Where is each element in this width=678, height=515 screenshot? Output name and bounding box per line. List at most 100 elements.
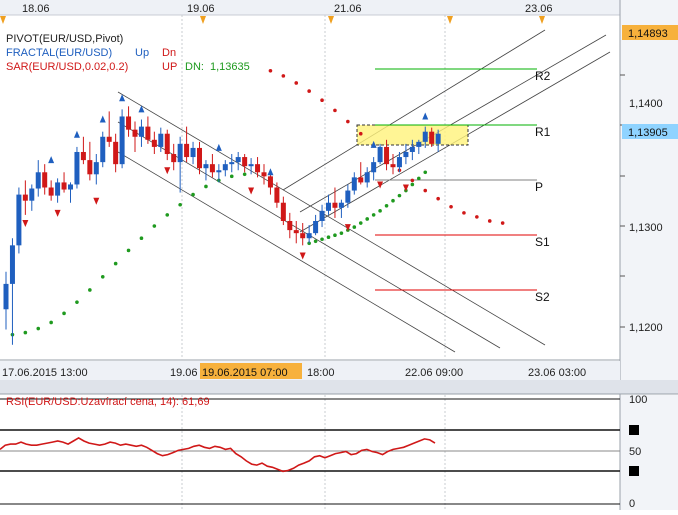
- top-time-axis: 18.06 19.06 21.06 23.06: [0, 3, 553, 24]
- sar-dot: [371, 213, 376, 217]
- candle-body: [338, 202, 344, 208]
- top-axis-label: 19.06: [187, 3, 215, 15]
- fractal-down-icon: [299, 252, 306, 260]
- sar-dot: [268, 69, 273, 73]
- candle-body: [435, 133, 441, 144]
- legend-fractal-up: Up: [135, 47, 149, 59]
- candle-body: [384, 146, 390, 165]
- candle-body: [48, 187, 54, 196]
- sar-dot: [352, 225, 357, 229]
- sar-dot: [152, 224, 157, 228]
- sar-dot: [384, 203, 389, 208]
- legend-sar-dn-label: DN:: [185, 61, 204, 73]
- fractal-up-icon: [215, 143, 222, 151]
- pivot-label: P: [535, 180, 543, 194]
- legend-sar-dn-value: 1,13635: [210, 61, 250, 73]
- price-axis-strip: [620, 0, 678, 380]
- candle-body: [190, 147, 196, 158]
- top-axis-label: 18.06: [22, 3, 50, 15]
- candle-body: [177, 143, 183, 163]
- candle-body: [345, 190, 351, 203]
- sar-dot: [423, 188, 428, 193]
- legend-fractal-dn: Dn: [162, 47, 176, 59]
- candle-body: [216, 170, 222, 173]
- candle-body: [351, 177, 357, 191]
- candle-body: [319, 210, 325, 221]
- sar-dot: [204, 184, 208, 189]
- fractal-up-icon: [48, 156, 55, 164]
- price-tick-label: 1,1300: [629, 222, 663, 234]
- sar-dot: [242, 172, 247, 177]
- bottom-axis-label: 19.06: [170, 367, 198, 379]
- candle-body: [300, 233, 306, 239]
- fractal-down-icon: [344, 224, 351, 232]
- pivot-label: R2: [535, 69, 551, 83]
- candle-body: [68, 184, 73, 190]
- down-channel-line: [117, 151, 456, 353]
- rsi-panel: RSI(EUR/USD:Uzavírací cena, 14): 61,69 1…: [0, 394, 678, 510]
- sar-dot: [339, 231, 344, 235]
- current-price-badge: [622, 124, 678, 139]
- panel-separator: [0, 380, 678, 394]
- fractal-down-icon: [248, 187, 255, 195]
- candle-body: [3, 283, 9, 310]
- sar-dot: [462, 211, 466, 215]
- bottom-time-axis: 17.06.2015 13:00 19.06 19.06.2015 07:00 …: [2, 363, 586, 379]
- candle-body: [184, 143, 190, 158]
- sar-dot: [475, 215, 479, 219]
- sar-dot: [391, 198, 395, 203]
- candle-body: [138, 126, 144, 137]
- candle-body: [274, 187, 280, 203]
- fractal-up-icon: [99, 115, 106, 123]
- candle-body: [293, 230, 299, 234]
- candle-body: [306, 233, 312, 239]
- sar-dot: [358, 221, 363, 225]
- bottom-axis-label: 17.06.2015 13:00: [2, 367, 88, 379]
- candle-body: [409, 146, 415, 152]
- fractal-up-icon: [370, 140, 377, 148]
- candle-body: [261, 172, 267, 177]
- sar-dot: [165, 213, 170, 217]
- candle-body: [326, 202, 331, 211]
- candle-body: [416, 141, 422, 147]
- candle-body: [371, 162, 377, 173]
- price-axis: 1,1400 1,1300 1,1200 1,14893 1,13905: [620, 25, 678, 334]
- top-axis-label: 21.06: [334, 3, 362, 15]
- sar-dot: [333, 108, 337, 113]
- high-price-badge-text: 1,14893: [628, 28, 668, 40]
- sar-dot: [139, 236, 144, 241]
- candle-body: [151, 139, 157, 147]
- candle-body: [16, 194, 22, 246]
- sar-dot: [449, 204, 453, 209]
- candle-body: [255, 164, 261, 173]
- candle-body: [358, 177, 364, 183]
- sar-dot: [423, 170, 428, 175]
- sar-dot: [62, 311, 66, 316]
- trend-channels: [117, 29, 611, 353]
- down-channel-line: [117, 91, 546, 346]
- rsi-level-marker-icon: [629, 466, 639, 476]
- time-marker-icon: [0, 16, 6, 24]
- candle-body: [235, 157, 241, 163]
- candle-body: [229, 162, 235, 165]
- sar-dot: [358, 131, 363, 136]
- sar-dot: [410, 182, 415, 187]
- sar-dot: [378, 209, 382, 213]
- pivot-label: S1: [535, 235, 550, 249]
- fractal-down-icon: [164, 167, 171, 175]
- candle-body: [267, 176, 273, 188]
- candle-body: [87, 160, 93, 175]
- rsi-axis-strip: [620, 395, 678, 510]
- candle-body: [9, 245, 15, 284]
- candle-body: [313, 220, 319, 234]
- candle-body: [145, 126, 151, 140]
- fractal-down-icon: [93, 197, 100, 205]
- candle-body: [55, 182, 61, 196]
- sar-dot: [410, 178, 415, 183]
- bottom-axis-label: 18:00: [307, 367, 335, 379]
- candle-body: [106, 136, 112, 142]
- fractal-up-icon: [119, 94, 126, 102]
- top-axis-strip: [0, 0, 620, 15]
- rsi-level-marker-icon: [629, 425, 639, 435]
